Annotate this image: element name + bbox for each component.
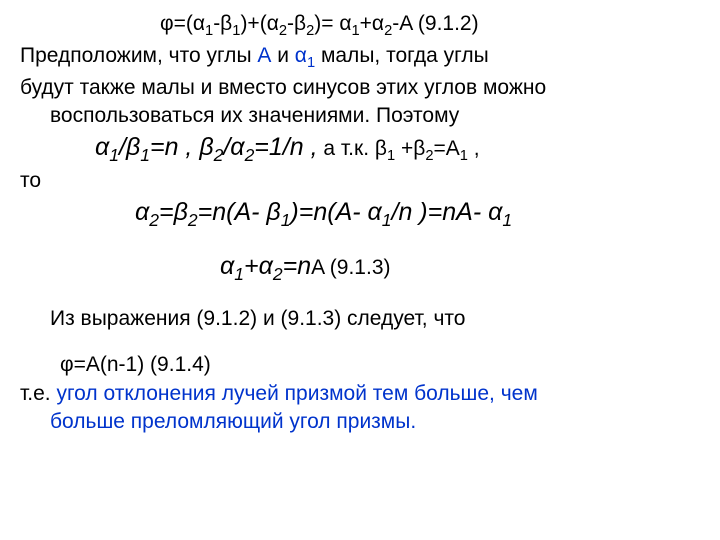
ratio-line: α1/β1=n , β2/α2=1/n , а т.к. β1 +β2=A1 , <box>20 131 700 168</box>
text-then: то <box>20 167 700 195</box>
text-line-4: воспользоваться их значениями. Поэтому <box>20 102 700 130</box>
equation-9-1-2: φ=(α1-β1)+(α2-β2)= α1+α2-A (9.1.2) <box>20 10 700 42</box>
derivation-line: α2=β2=n(A- β1)=n(A- α1/n )=nA- α1 <box>20 196 700 233</box>
text-line-3: будут также малы и вместо синусов этих у… <box>20 74 700 102</box>
conclusion-line-2: больше преломляющий угол призмы. <box>20 408 700 436</box>
conclusion-line-1: т.е. угол отклонения лучей призмой тем б… <box>20 380 700 408</box>
equation-9-1-3: α1+α2=nA (9.1.3) <box>20 250 700 287</box>
text-assumption: Предположим, что углы А и α1 малы, тогда… <box>20 42 700 74</box>
text-follows: Из выражения (9.1.2) и (9.1.3) следует, … <box>20 305 700 333</box>
equation-9-1-4: φ=A(n-1) (9.1.4) <box>20 351 700 379</box>
